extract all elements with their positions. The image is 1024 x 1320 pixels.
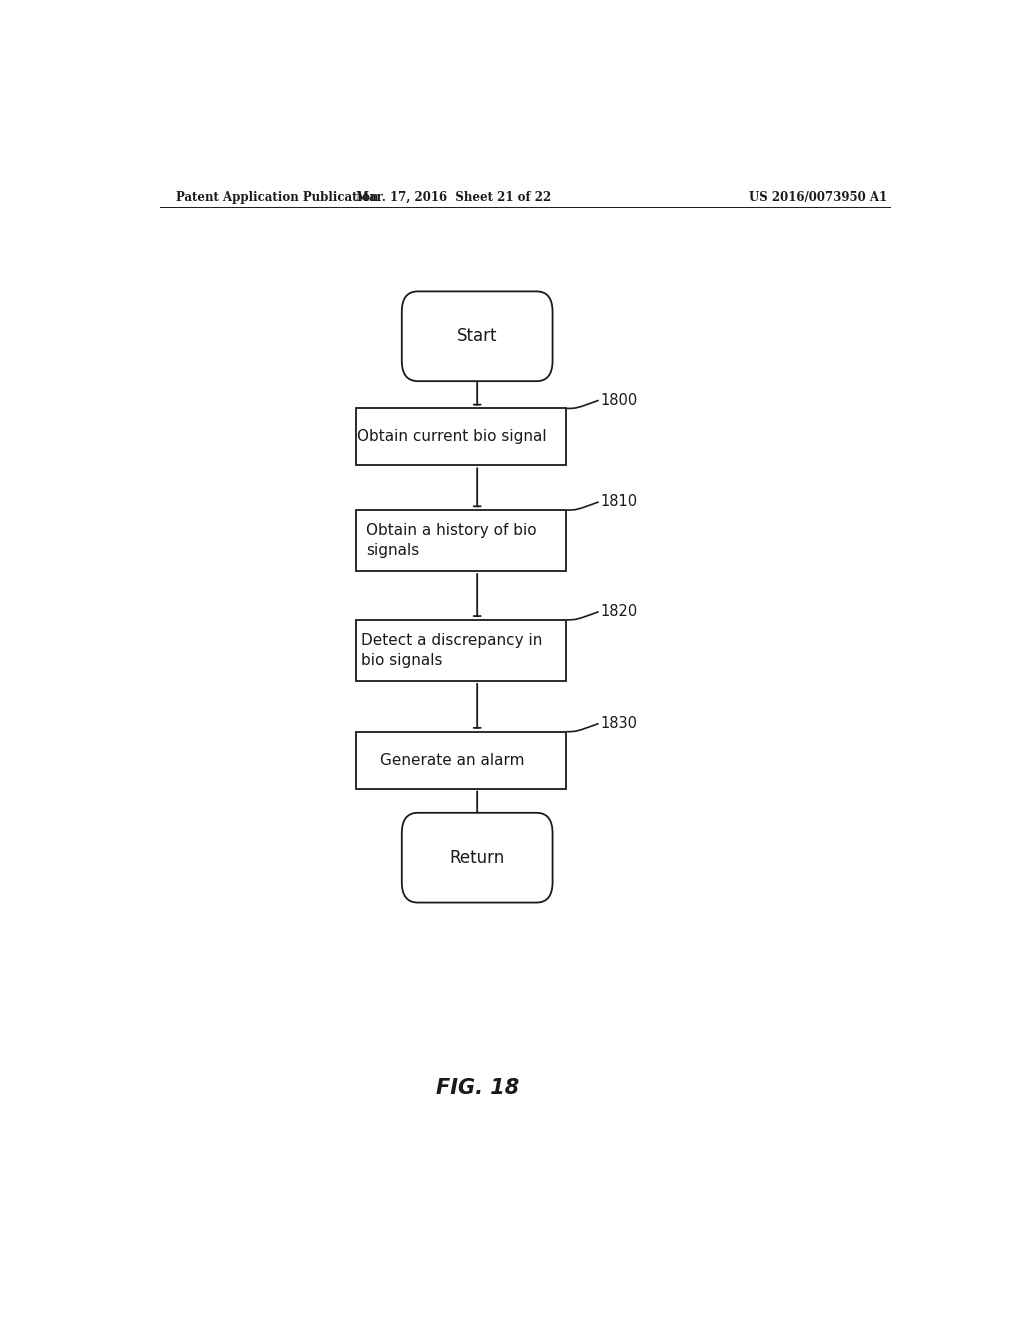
Text: Detect a discrepancy in
bio signals: Detect a discrepancy in bio signals	[361, 632, 543, 668]
Text: 1800: 1800	[600, 393, 638, 408]
Text: FIG. 18: FIG. 18	[435, 1078, 519, 1098]
Text: 1830: 1830	[600, 715, 637, 731]
Text: Patent Application Publication: Patent Application Publication	[176, 190, 378, 203]
FancyBboxPatch shape	[401, 292, 553, 381]
Text: Obtain current bio signal: Obtain current bio signal	[357, 429, 547, 445]
Text: 1810: 1810	[600, 495, 637, 510]
Bar	[356, 510, 566, 572]
Text: Return: Return	[450, 849, 505, 867]
Bar	[356, 620, 566, 681]
Text: Obtain a history of bio
signals: Obtain a history of bio signals	[367, 523, 538, 558]
Text: Start: Start	[457, 327, 498, 346]
Bar	[356, 408, 566, 466]
FancyBboxPatch shape	[401, 813, 553, 903]
Text: Generate an alarm: Generate an alarm	[380, 752, 524, 768]
Text: US 2016/0073950 A1: US 2016/0073950 A1	[750, 190, 888, 203]
Text: 1820: 1820	[600, 605, 638, 619]
Bar	[356, 731, 566, 788]
Text: Mar. 17, 2016  Sheet 21 of 22: Mar. 17, 2016 Sheet 21 of 22	[355, 190, 551, 203]
